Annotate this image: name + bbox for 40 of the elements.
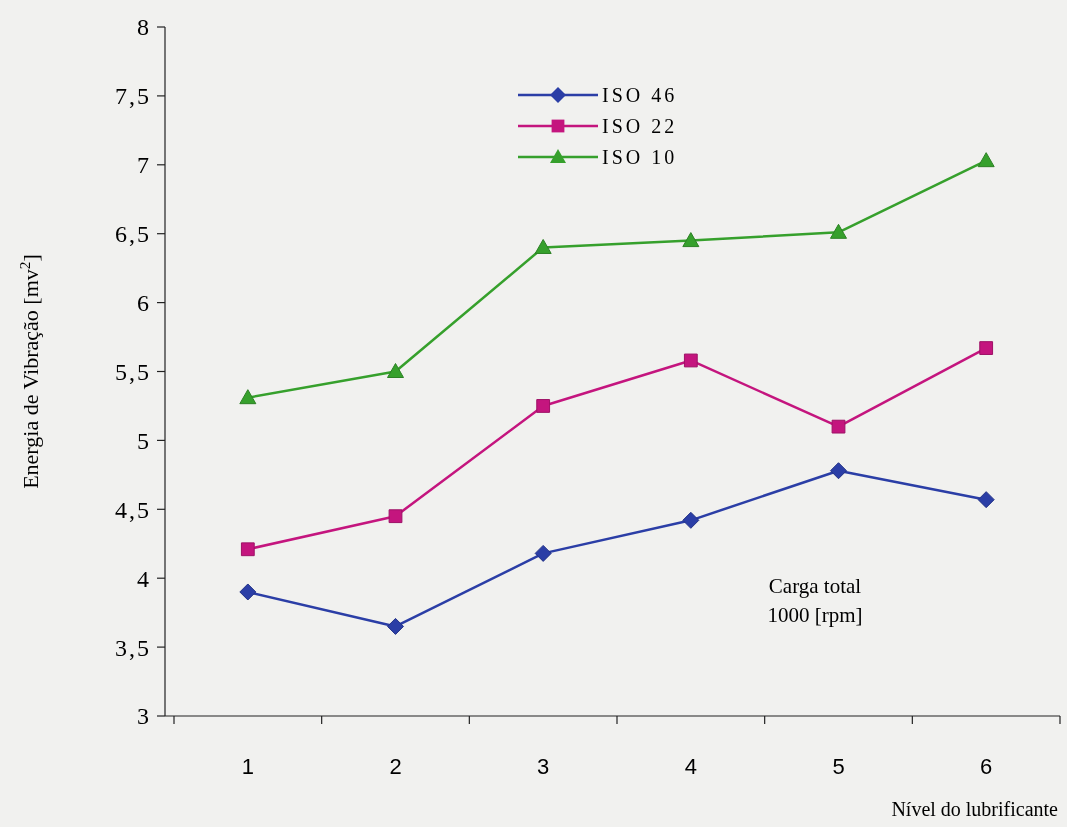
legend-label: ISO 22 (602, 115, 678, 137)
point (239, 389, 257, 405)
point (977, 152, 995, 168)
x-tick-label: 5 (832, 754, 845, 779)
y-tick-label: 5,5 (115, 358, 151, 385)
y-tick-label: 3 (137, 703, 151, 730)
x-tick-label: 4 (684, 754, 697, 779)
y-tick-label: 7 (137, 152, 151, 179)
point (239, 583, 257, 601)
legend-label: ISO 46 (602, 84, 678, 106)
x-tick-label: 6 (980, 754, 993, 779)
y-tick-label: 4,5 (115, 496, 151, 523)
point (387, 617, 404, 635)
x-tick-label: 1 (241, 754, 254, 779)
x-axis-title: Nível do lubrificante (891, 798, 1059, 820)
point (536, 399, 551, 413)
y-tick-label: 3,5 (115, 634, 151, 661)
point (683, 353, 698, 368)
point (240, 542, 255, 557)
point (831, 419, 846, 434)
point (682, 232, 700, 248)
point (830, 462, 847, 480)
point (682, 511, 700, 529)
y-tick-label: 6,5 (115, 221, 151, 248)
y-tick-label: 4 (137, 565, 151, 592)
y-tick-label: 6 (137, 290, 151, 316)
point (387, 363, 404, 378)
annotation: Carga total 1000 [rpm] (767, 574, 863, 627)
point (830, 223, 847, 239)
x-tick-label: 2 (389, 754, 402, 779)
x-tick-label: 3 (537, 754, 550, 779)
point (977, 491, 995, 509)
y-tick-label: 5 (137, 427, 151, 454)
point (534, 238, 552, 254)
point (388, 509, 403, 524)
y-tick-label: 7,5 (115, 83, 151, 110)
point (979, 341, 994, 355)
legend-label: ISO 10 (602, 146, 678, 168)
point (534, 544, 552, 562)
y-tick-label: 8 (137, 14, 151, 41)
